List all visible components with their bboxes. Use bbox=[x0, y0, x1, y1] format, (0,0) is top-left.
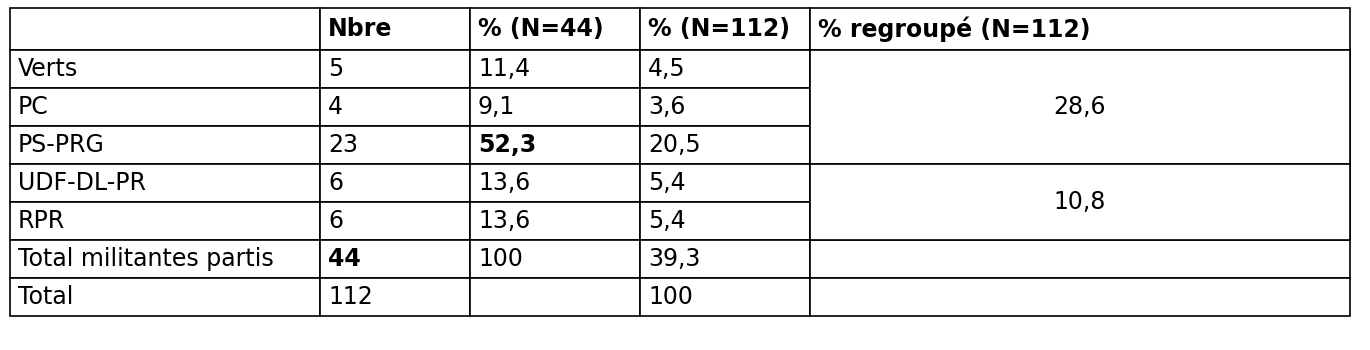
Text: 9,1: 9,1 bbox=[478, 95, 515, 119]
Text: RPR: RPR bbox=[18, 209, 66, 233]
Text: Total militantes partis: Total militantes partis bbox=[18, 247, 274, 271]
Bar bbox=[10, 278, 321, 316]
Text: % regroupé (N=112): % regroupé (N=112) bbox=[818, 16, 1091, 42]
Text: 5,4: 5,4 bbox=[648, 171, 685, 195]
Bar bbox=[640, 88, 810, 126]
Bar bbox=[810, 164, 1349, 202]
Text: 13,6: 13,6 bbox=[478, 171, 530, 195]
Bar bbox=[10, 126, 321, 164]
Bar bbox=[10, 50, 321, 88]
Bar bbox=[810, 8, 1349, 50]
Bar bbox=[321, 164, 470, 202]
Bar bbox=[640, 164, 810, 202]
Text: 100: 100 bbox=[478, 247, 523, 271]
Text: 52,3: 52,3 bbox=[478, 133, 536, 157]
Text: 5,4: 5,4 bbox=[648, 209, 685, 233]
Text: 5: 5 bbox=[327, 57, 344, 81]
Text: % (N=44): % (N=44) bbox=[478, 17, 604, 41]
Text: 13,6: 13,6 bbox=[478, 209, 530, 233]
Bar bbox=[321, 50, 470, 88]
Bar bbox=[640, 202, 810, 240]
Text: 20,5: 20,5 bbox=[648, 133, 700, 157]
Text: PC: PC bbox=[18, 95, 49, 119]
Bar bbox=[10, 88, 321, 126]
Bar bbox=[810, 50, 1349, 88]
Text: Nbre: Nbre bbox=[327, 17, 392, 41]
Bar bbox=[810, 88, 1349, 126]
Bar bbox=[470, 88, 640, 126]
Bar bbox=[10, 8, 321, 50]
Text: 100: 100 bbox=[648, 285, 693, 309]
Bar bbox=[321, 126, 470, 164]
Bar bbox=[810, 164, 1349, 240]
Bar bbox=[470, 8, 640, 50]
Bar bbox=[470, 50, 640, 88]
Text: Verts: Verts bbox=[18, 57, 78, 81]
Text: 11,4: 11,4 bbox=[478, 57, 530, 81]
Text: 23: 23 bbox=[327, 133, 358, 157]
Bar bbox=[10, 240, 321, 278]
Text: 39,3: 39,3 bbox=[648, 247, 700, 271]
Bar bbox=[470, 240, 640, 278]
Text: Total: Total bbox=[18, 285, 74, 309]
Text: 28,6: 28,6 bbox=[1054, 95, 1106, 119]
Bar bbox=[640, 240, 810, 278]
Text: UDF-DL-PR: UDF-DL-PR bbox=[18, 171, 147, 195]
Text: 6: 6 bbox=[327, 171, 342, 195]
Bar bbox=[470, 278, 640, 316]
Bar bbox=[10, 202, 321, 240]
Text: 44: 44 bbox=[327, 247, 360, 271]
Text: 112: 112 bbox=[327, 285, 373, 309]
Text: 6: 6 bbox=[327, 209, 342, 233]
Bar bbox=[640, 50, 810, 88]
Bar bbox=[321, 240, 470, 278]
Bar bbox=[470, 202, 640, 240]
Bar bbox=[810, 278, 1349, 316]
Bar bbox=[810, 50, 1349, 164]
Text: 10,8: 10,8 bbox=[1054, 190, 1106, 214]
Text: 4: 4 bbox=[327, 95, 342, 119]
Bar bbox=[640, 126, 810, 164]
Bar bbox=[10, 164, 321, 202]
Text: PS-PRG: PS-PRG bbox=[18, 133, 105, 157]
Bar bbox=[470, 164, 640, 202]
Text: 4,5: 4,5 bbox=[648, 57, 685, 81]
Bar bbox=[321, 8, 470, 50]
Bar bbox=[810, 126, 1349, 164]
Text: 3,6: 3,6 bbox=[648, 95, 685, 119]
Bar bbox=[321, 202, 470, 240]
Bar bbox=[321, 278, 470, 316]
Bar bbox=[321, 88, 470, 126]
Text: % (N=112): % (N=112) bbox=[648, 17, 790, 41]
Bar bbox=[810, 202, 1349, 240]
Bar bbox=[640, 8, 810, 50]
Bar bbox=[640, 278, 810, 316]
Bar bbox=[810, 240, 1349, 278]
Bar bbox=[470, 126, 640, 164]
